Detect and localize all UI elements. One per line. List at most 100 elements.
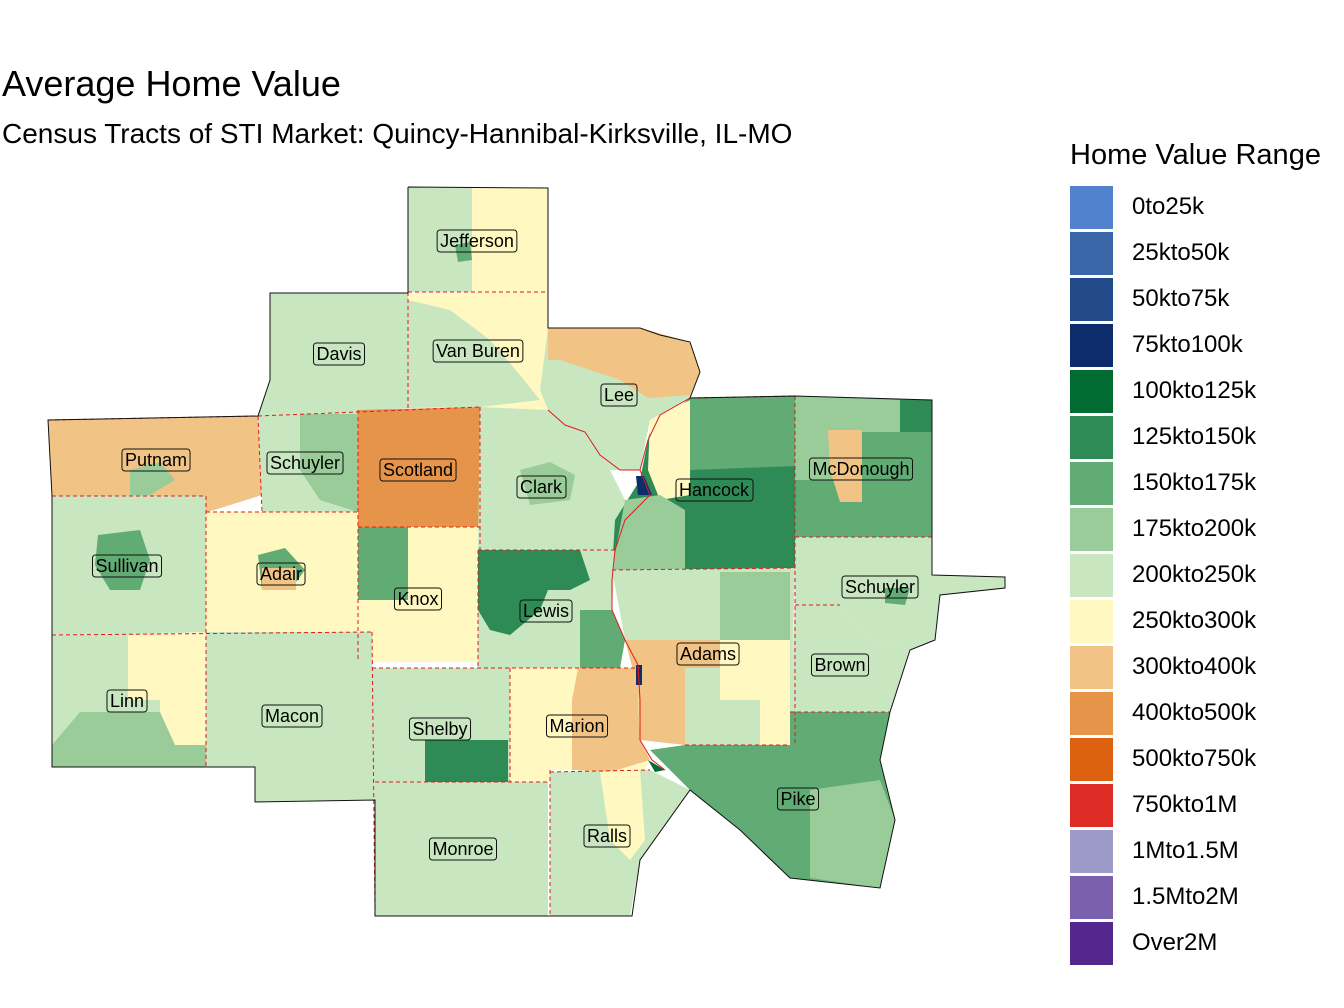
legend-item: 175kto200k: [1070, 506, 1344, 552]
county-name: Adams: [680, 644, 736, 664]
legend-label: 250kto300k: [1132, 607, 1257, 634]
county-name: Linn: [110, 691, 144, 711]
county-label-putnam: Putnam: [121, 448, 191, 472]
county-label-schuyler: Schuyler: [841, 575, 919, 599]
county-name: Van Buren: [436, 341, 520, 361]
county-name: Lee: [604, 385, 634, 405]
tract-fill: [580, 610, 625, 668]
tract-fill: [625, 640, 720, 745]
legend-label: 500kto750k: [1132, 745, 1257, 772]
legend: Home Value Range 0to25k 25kto50k 50kto75k 7…: [1070, 136, 1344, 966]
legend-swatch: [1070, 369, 1113, 413]
legend-item: 500kto750k: [1070, 736, 1344, 782]
county-label-box: [841, 575, 919, 599]
tract-fill: [900, 400, 932, 432]
legend-item: 250kto300k: [1070, 598, 1344, 644]
legend-label: 175kto200k: [1132, 515, 1257, 542]
legend-swatch: [1070, 185, 1113, 229]
legend-label: Over2M: [1132, 929, 1218, 956]
legend-swatch: [1070, 691, 1113, 735]
tract-fill: [425, 740, 508, 782]
county-label-marion: Marion: [545, 714, 609, 738]
legend-swatch: [1070, 277, 1113, 321]
legend-item: 125kto150k: [1070, 414, 1344, 460]
tract-fill: [52, 712, 206, 767]
county-label-brown: Brown: [810, 653, 870, 677]
county-label-box: [106, 689, 148, 713]
county-label-box: [675, 478, 754, 502]
legend-item: 75kto100k: [1070, 322, 1344, 368]
county-label-ralls: Ralls: [583, 824, 631, 848]
tract-fill: [828, 430, 862, 502]
county-label-hancock: Hancock: [675, 478, 754, 502]
legend-label: 150kto175k: [1132, 469, 1257, 496]
legend-swatch: [1070, 231, 1113, 275]
county-label-scotland: Scotland: [379, 458, 457, 482]
legend-swatch: [1070, 645, 1113, 689]
county-name: Monroe: [432, 839, 493, 859]
county-name: Hancock: [679, 480, 750, 500]
county-label-box: [91, 554, 163, 578]
tract-fill: [612, 495, 685, 570]
tract-fill: [478, 550, 590, 635]
county-fill-brown: [790, 605, 910, 712]
legend-label: 400kto500k: [1132, 699, 1257, 726]
legend-item: 0to25k: [1070, 184, 1344, 230]
county-label-schuyler: Schuyler: [266, 451, 344, 475]
county-name: Schuyler: [845, 577, 915, 597]
county-name: Jefferson: [440, 231, 514, 251]
county-fill-davis: [258, 293, 408, 414]
legend-item: 1Mto1.5M: [1070, 828, 1344, 874]
county-label-box: [432, 339, 524, 363]
county-name: Knox: [397, 589, 438, 609]
county-label-box: [379, 458, 457, 482]
county-label-box: [676, 642, 740, 666]
county-label-clark: Clark: [516, 475, 567, 499]
county-fill-monroe: [375, 782, 548, 916]
county-name: Clark: [520, 477, 563, 497]
county-label-davis: Davis: [312, 342, 366, 366]
county-label-box: [312, 342, 366, 366]
legend-swatch: [1070, 323, 1113, 367]
county-label-box: [393, 587, 443, 611]
county-name: Davis: [316, 344, 361, 364]
tract-fill: [300, 414, 358, 512]
county-label-box: [408, 717, 472, 741]
tract-fill: [690, 396, 795, 470]
county-label-box: [545, 714, 609, 738]
tract-fill: [95, 530, 150, 590]
legend-label: 25kto50k: [1132, 239, 1230, 266]
county-label-jefferson: Jefferson: [436, 229, 518, 253]
county-labels: Jefferson Davis Van Buren Lee Putnam Schuyler…: [91, 229, 919, 861]
county-label-linn: Linn: [106, 689, 148, 713]
county-name: Brown: [814, 655, 865, 675]
legend-label: 200kto250k: [1132, 561, 1257, 588]
tract-fill: [720, 572, 790, 640]
county-label-box: [808, 457, 914, 481]
legend-label: 75kto100k: [1132, 331, 1243, 358]
legend-label: 125kto150k: [1132, 423, 1257, 450]
tract-fill: [648, 400, 690, 500]
county-name: Pike: [780, 789, 815, 809]
county-label-adair: Adair: [256, 562, 306, 586]
legend-item: 150kto175k: [1070, 460, 1344, 506]
county-label-macon: Macon: [261, 704, 323, 728]
legend-label: 0to25k: [1132, 193, 1205, 220]
legend-item: 25kto50k: [1070, 230, 1344, 276]
county-label-box: [600, 383, 638, 407]
county-label-box: [810, 653, 870, 677]
tract-fill: [128, 632, 206, 767]
legend-item: 300kto400k: [1070, 644, 1344, 690]
legend-item: 1.5Mto2M: [1070, 874, 1344, 920]
legend-swatch: [1070, 553, 1113, 597]
county-label-lewis: Lewis: [519, 599, 573, 623]
legend-label: 50kto75k: [1132, 285, 1230, 312]
county-label-monroe: Monroe: [428, 837, 498, 861]
county-name: Macon: [265, 706, 319, 726]
legend-item: 100kto125k: [1070, 368, 1344, 414]
tract-fill: [520, 462, 575, 505]
tract-fill: [548, 328, 700, 398]
legend-swatch: [1070, 829, 1113, 873]
county-name: Putnam: [125, 450, 187, 470]
county-name: Sullivan: [95, 556, 158, 576]
